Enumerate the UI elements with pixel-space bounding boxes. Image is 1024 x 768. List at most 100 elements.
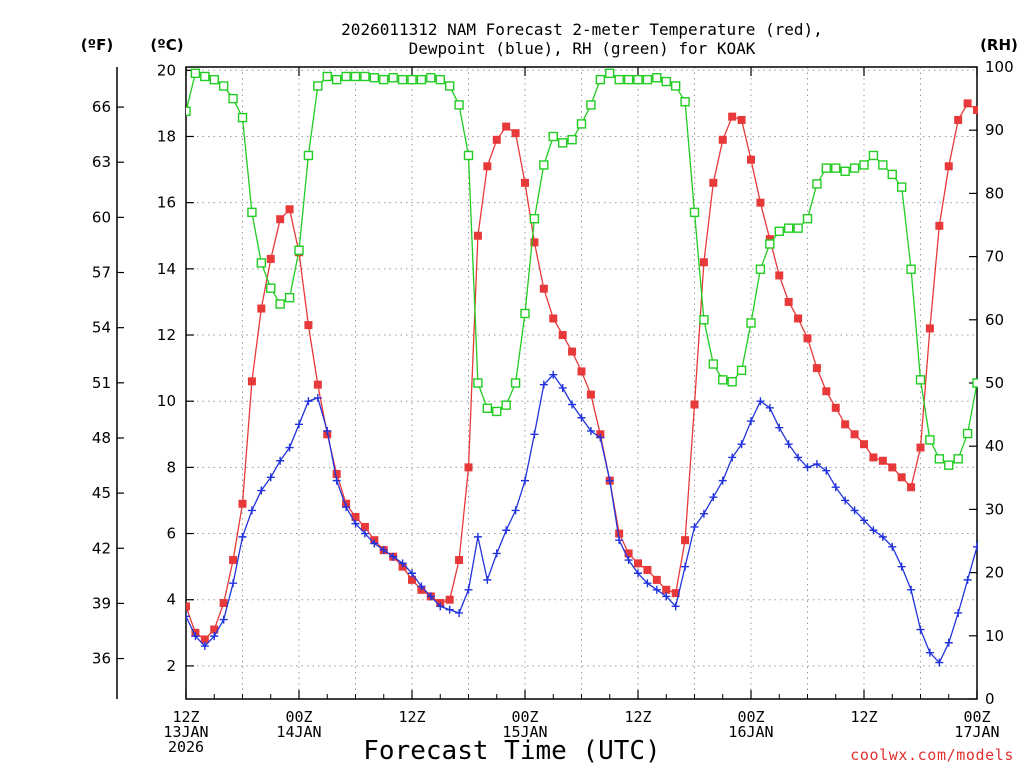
rh-point	[840, 166, 850, 176]
temperature-point	[643, 565, 652, 574]
rh-point	[793, 223, 803, 233]
dewpoint-point	[436, 602, 445, 611]
rh-point	[313, 81, 323, 91]
temperature-point	[841, 420, 850, 429]
temperature-point	[662, 585, 671, 594]
celsius-tick-label: 14	[157, 260, 176, 278]
x-tick-label: 12Z	[398, 708, 425, 726]
dewpoint-point	[304, 397, 313, 406]
temperature-point	[775, 271, 784, 280]
dewpoint-point	[822, 466, 831, 475]
dewpoint-point	[257, 486, 266, 495]
dewpoint-point	[709, 493, 718, 502]
dewpoint-point	[229, 579, 238, 588]
dewpoint-point	[671, 602, 680, 611]
dewpoint-point	[408, 569, 416, 578]
rh-point	[266, 283, 276, 293]
rh-point	[228, 93, 238, 104]
temperature-point	[473, 231, 482, 240]
dewpoint-point	[276, 456, 285, 465]
dewpoint-point	[210, 632, 219, 641]
dewpoint-point	[747, 417, 755, 426]
rh-point	[661, 76, 671, 87]
rh-point	[341, 71, 351, 82]
dewpoint-point	[492, 549, 501, 558]
rh-tick-label: 10	[985, 627, 1004, 645]
dewpoint-point	[784, 440, 793, 449]
temperature-point	[831, 403, 840, 412]
rh-point	[510, 378, 521, 388]
fahrenheit-tick-label: 51	[92, 374, 111, 392]
temperature-point	[521, 178, 529, 187]
dewpoint-point	[869, 526, 878, 535]
temperature-point	[634, 559, 642, 568]
rh-point	[953, 454, 963, 464]
rh-point	[294, 245, 304, 255]
temperature-point	[718, 135, 727, 144]
rh-point	[275, 299, 285, 309]
rh-point	[595, 74, 606, 85]
rh-tick-label: 50	[985, 374, 1004, 392]
rh-point	[303, 150, 314, 161]
dewpoint-point	[718, 476, 727, 485]
temperature-point	[916, 443, 925, 452]
dewpoint-point	[963, 575, 972, 584]
rh-point	[623, 74, 634, 85]
dewpoint-point	[897, 562, 906, 571]
rh-point	[350, 71, 361, 82]
dewpoint-point	[944, 638, 953, 647]
dewpoint-point	[398, 559, 407, 568]
dewpoint-point	[191, 632, 200, 641]
series-dewpoint	[186, 370, 978, 667]
dewpoint-point	[596, 433, 605, 442]
rh-point	[944, 460, 954, 470]
dewpoint-point	[586, 426, 595, 435]
temperature-point	[709, 178, 718, 187]
dewpoint-point	[511, 506, 520, 515]
temperature-point	[794, 314, 803, 323]
dewpoint-point	[530, 430, 539, 439]
rh-point	[699, 315, 709, 325]
temperature-point	[257, 304, 266, 313]
temperature-point	[511, 129, 520, 138]
rh-point	[708, 359, 719, 369]
rh-point	[887, 169, 897, 180]
rh-point	[849, 163, 860, 173]
dewpoint-point	[888, 542, 897, 551]
temperature-point	[737, 115, 746, 124]
dewpoint-point	[973, 542, 978, 551]
rh-point	[614, 74, 624, 85]
dewpoint-point	[455, 608, 464, 617]
fahrenheit-tick-label: 42	[92, 539, 111, 557]
dewpoint-point	[681, 562, 690, 571]
rh-point	[765, 239, 775, 249]
dewpoint-point	[332, 476, 341, 485]
x-tick-label: 17JAN	[954, 723, 999, 741]
rh-point	[529, 213, 540, 224]
fahrenheit-tick-label: 48	[92, 429, 111, 447]
temperature-point	[313, 380, 322, 389]
ticks: 2 4 6 8 10 12 14 16 18 20 36 39 42 45 48 51 54 57 60 63 66 0 1…	[92, 58, 1014, 756]
rh-point	[586, 100, 596, 110]
temperature-point	[210, 625, 219, 634]
rh-tick-label: 30	[985, 500, 1004, 518]
temperature-point	[577, 367, 586, 376]
temperature-point	[935, 221, 944, 230]
temperature-point	[568, 347, 577, 356]
dewpoint-point	[370, 539, 379, 548]
rh-point	[746, 318, 756, 328]
x-tick-label: 00Z	[737, 708, 764, 726]
temperature-point	[652, 575, 661, 584]
rh-point	[859, 160, 869, 170]
dewpoint-point	[775, 423, 784, 432]
rh-point	[218, 81, 229, 91]
rh-point	[906, 264, 916, 274]
dewpoint-point	[860, 516, 868, 525]
temperature-point	[332, 469, 341, 478]
dewpoint-point	[605, 476, 614, 485]
temperature-point	[860, 440, 868, 449]
rh-tick-label: 60	[985, 311, 1004, 329]
rh-point	[670, 81, 681, 91]
x-tick-label: 14JAN	[276, 723, 321, 741]
rh-point	[256, 258, 267, 268]
